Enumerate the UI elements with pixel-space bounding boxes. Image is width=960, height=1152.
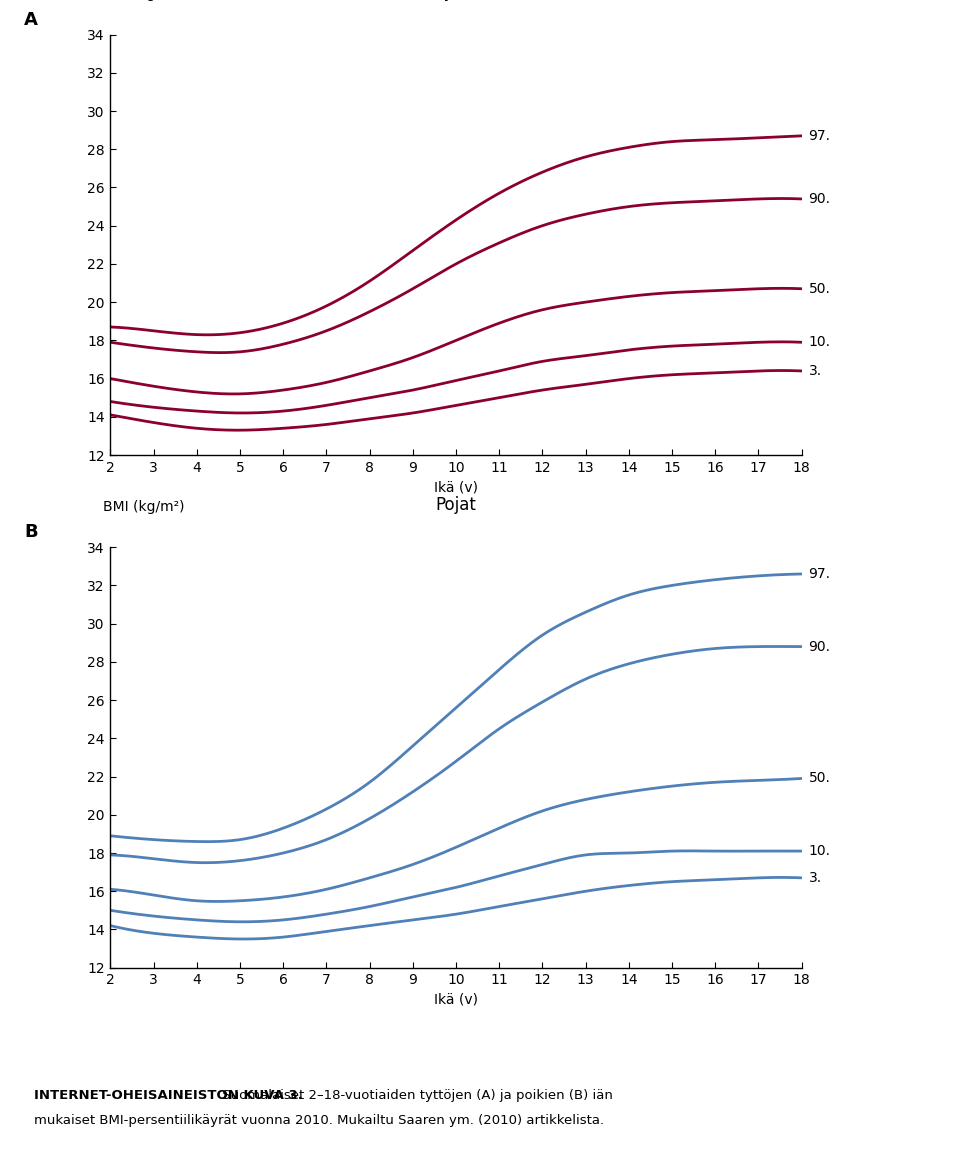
- Text: B: B: [24, 523, 37, 541]
- Text: 50.: 50.: [808, 772, 830, 786]
- Text: 10.: 10.: [808, 844, 830, 858]
- Text: Pojat: Pojat: [436, 495, 476, 514]
- Text: INTERNET-OHEISAINEISTON KUVA 3.: INTERNET-OHEISAINEISTON KUVA 3.: [34, 1089, 302, 1101]
- Text: 3.: 3.: [808, 871, 822, 885]
- Text: A: A: [24, 10, 37, 29]
- Text: 90.: 90.: [808, 639, 830, 653]
- X-axis label: Ikä (v): Ikä (v): [434, 993, 478, 1007]
- Text: mukaiset BMI-persentiilikäyrät vuonna 2010. Mukailtu Saaren ym. (2010) artikkeli: mukaiset BMI-persentiilikäyrät vuonna 20…: [34, 1114, 604, 1127]
- Text: 97.: 97.: [808, 567, 830, 581]
- Text: Suomalaiset 2–18-vuotiaiden tyttöjen (A) ja poikien (B) iän: Suomalaiset 2–18-vuotiaiden tyttöjen (A)…: [218, 1089, 612, 1101]
- Text: 3.: 3.: [808, 364, 822, 378]
- Text: 50.: 50.: [808, 282, 830, 296]
- Text: 10.: 10.: [808, 335, 830, 349]
- X-axis label: Ikä (v): Ikä (v): [434, 480, 478, 494]
- Text: BMI (kg/m²): BMI (kg/m²): [104, 500, 185, 514]
- Text: 90.: 90.: [808, 192, 830, 206]
- Text: 97.: 97.: [808, 129, 830, 143]
